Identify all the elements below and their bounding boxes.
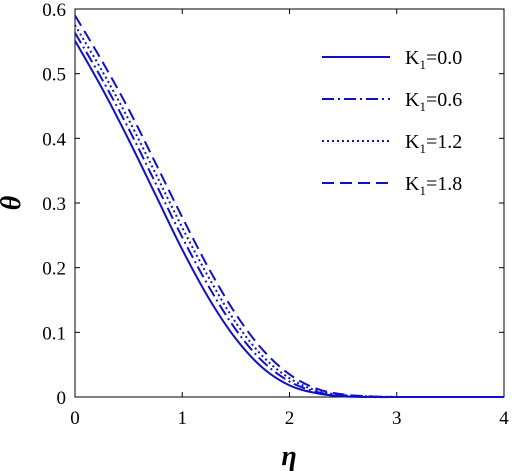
x-axis-label: η: [281, 441, 296, 471]
y-tick-label: 0.2: [42, 259, 66, 280]
legend-label-1: K1=0.6: [405, 89, 462, 114]
y-tick-label: 0.6: [42, 0, 66, 21]
legend-label-0: K1=0.0: [405, 47, 462, 72]
y-axis-label: θ: [0, 195, 27, 210]
x-tick-label: 1: [178, 408, 188, 429]
legend: K1=0.0 K1=0.6 K1=1.2 K1=1.8: [322, 47, 462, 198]
x-tick-label: 2: [285, 408, 295, 429]
x-tick-label: 4: [499, 408, 509, 429]
x-tick-label: 3: [392, 408, 402, 429]
axis-ticks: 0 1 2 3 4 0 0.1 0.2 0.3 0.4 0.5 0.6: [42, 0, 509, 429]
series-line-3: [74, 14, 504, 399]
y-tick-label: 0.5: [42, 65, 66, 86]
y-tick-label: 0.1: [42, 323, 66, 344]
y-tick-label: 0: [57, 388, 67, 409]
plot-area: [74, 8, 505, 398]
legend-label-2: K1=1.2: [405, 131, 462, 156]
series-lines: [74, 14, 504, 399]
x-tick-label: 0: [70, 408, 80, 429]
y-tick-label: 0.4: [42, 129, 66, 150]
legend-label-3: K1=1.8: [405, 173, 462, 198]
y-tick-label: 0.3: [42, 194, 66, 215]
